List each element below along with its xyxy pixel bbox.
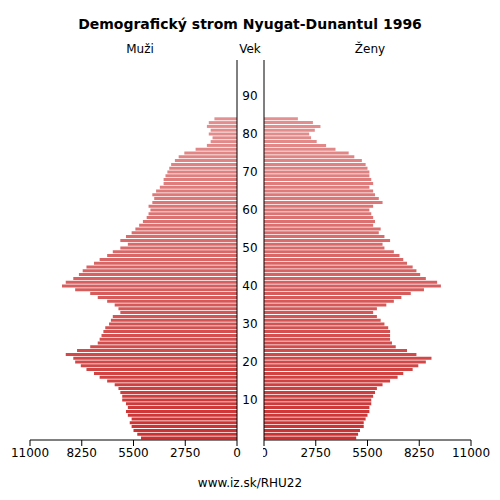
svg-text:2750: 2750 [300, 446, 331, 460]
svg-text:80: 80 [242, 127, 257, 141]
html-text:Ženy: Ženy [354, 42, 386, 56]
svg-text:70: 70 [242, 165, 257, 179]
svg-text:0: 0 [263, 446, 268, 460]
svg-text:5500: 5500 [352, 446, 383, 460]
svg-text:5500: 5500 [118, 446, 149, 460]
svg-text:90: 90 [242, 89, 257, 103]
html-text:www.iz.sk/RHU22: www.iz.sk/RHU22 [197, 476, 303, 490]
svg-text:20: 20 [242, 355, 257, 369]
svg-text:40: 40 [242, 279, 257, 293]
svg-text:30: 30 [242, 317, 257, 331]
svg-text:10: 10 [242, 393, 257, 407]
html-text:Vek: Vek [239, 42, 261, 56]
svg-text:8250: 8250 [404, 446, 435, 460]
html-text:Demografický strom Nyugat-Duna: Demografický strom Nyugat-Dunantul 1996 [78, 16, 422, 32]
svg-text:50: 50 [242, 241, 257, 255]
svg-text:11000: 11000 [452, 446, 490, 460]
svg-text:60: 60 [242, 203, 257, 217]
svg-text:11000: 11000 [11, 446, 49, 460]
svg-text:0: 0 [233, 446, 241, 460]
html-text:Muži: Muži [126, 42, 154, 56]
svg-text:8250: 8250 [66, 446, 97, 460]
svg-text:2750: 2750 [170, 446, 201, 460]
